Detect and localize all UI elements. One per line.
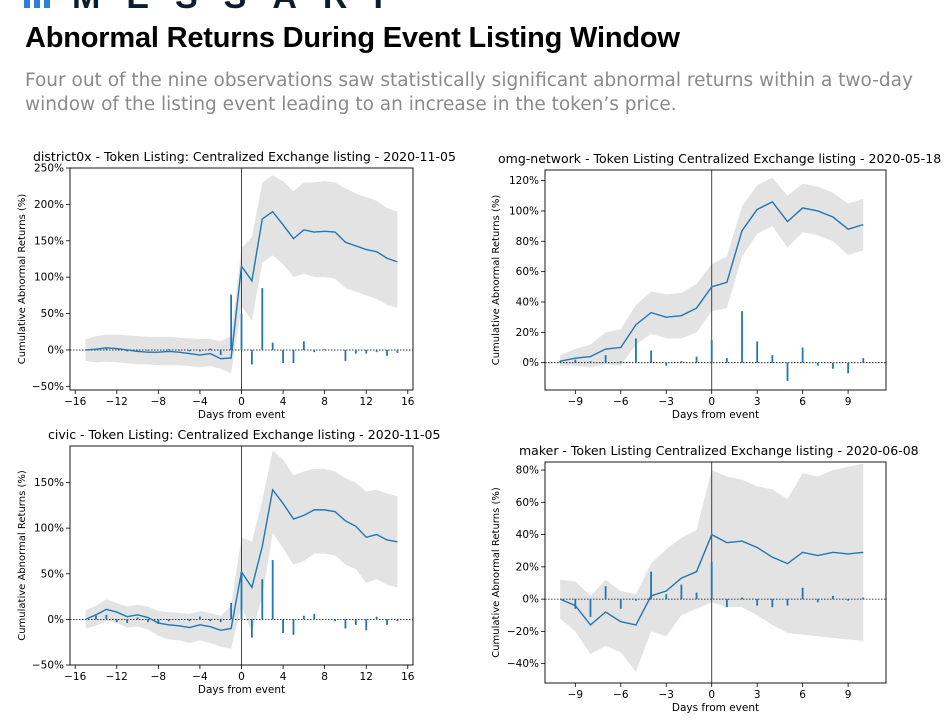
x-tick-label: 16 — [401, 396, 415, 408]
x-tick-label: 8 — [321, 396, 328, 408]
x-tick-label: 3 — [754, 396, 761, 408]
cumulative-return-line — [85, 488, 398, 632]
y-tick-label: 200% — [34, 199, 64, 211]
page-subtitle: Four out of the nine observations saw st… — [25, 70, 913, 115]
y-tick-label: 100% — [34, 523, 64, 535]
y-tick-label: 80% — [516, 465, 539, 477]
y-axis-label: Cumulative Abnormal Returns (%) — [17, 470, 28, 641]
x-tick-label: −6 — [613, 396, 629, 408]
chart-civic: civic - Token Listing: Centralized Excha… — [17, 427, 440, 696]
x-tick-label: −16 — [64, 671, 86, 683]
x-axis-label: Days from event — [198, 684, 285, 696]
brand-name: MESSARI — [72, 0, 409, 17]
y-tick-label: 0% — [47, 614, 64, 626]
y-tick-label: −50% — [32, 660, 64, 672]
x-tick-label: −9 — [568, 689, 583, 701]
chart-title: maker - Token Listing Centralized Exchan… — [519, 443, 919, 458]
x-tick-label: 3 — [754, 689, 761, 701]
y-tick-label: 50% — [41, 568, 64, 580]
x-tick-label: −12 — [106, 671, 128, 683]
y-tick-label: 60% — [516, 266, 539, 278]
y-axis-label: Cumulative Abnormal Returns (%) — [491, 195, 502, 366]
x-tick-label: −3 — [659, 396, 674, 408]
x-tick-label: 4 — [280, 396, 287, 408]
y-tick-label: 150% — [34, 235, 64, 247]
cumulative-return-line — [559, 533, 864, 626]
x-tick-label: 16 — [401, 671, 415, 683]
x-axis-label: Days from event — [672, 409, 759, 421]
x-tick-label: 12 — [360, 396, 373, 408]
plot-frame — [544, 461, 887, 684]
y-tick-label: −20% — [507, 626, 539, 638]
y-tick-label: −40% — [507, 658, 539, 670]
x-tick-label: −3 — [659, 689, 674, 701]
x-tick-label: 0 — [238, 396, 245, 408]
x-tick-label: 12 — [360, 671, 373, 683]
x-tick-label: 8 — [321, 671, 328, 683]
x-tick-label: 6 — [799, 689, 806, 701]
y-tick-label: −50% — [32, 381, 64, 393]
y-tick-label: 20% — [516, 327, 539, 339]
logo-mark-icon — [24, 0, 50, 8]
chart-title: civic - Token Listing: Centralized Excha… — [48, 427, 440, 442]
chart-maker: maker - Token Listing Centralized Exchan… — [491, 443, 919, 714]
x-tick-label: 4 — [280, 671, 287, 683]
x-axis-label: Days from event — [672, 702, 759, 714]
x-tick-label: 0 — [708, 396, 715, 408]
chart-district0x: district0x - Token Listing: Centralized … — [17, 149, 456, 421]
page-title: Abnormal Returns During Event Listing Wi… — [25, 22, 680, 54]
y-axis-label: Cumulative Abnormal Returns (%) — [17, 194, 28, 365]
plot-frame — [544, 169, 887, 391]
x-tick-label: 9 — [845, 396, 852, 408]
x-tick-label: −9 — [568, 396, 583, 408]
y-tick-label: 80% — [516, 236, 539, 248]
y-tick-label: 0% — [47, 344, 64, 356]
x-tick-label: 0 — [708, 689, 715, 701]
y-axis-label: Cumulative Abnormal Returns (%) — [491, 487, 502, 658]
x-tick-label: −4 — [192, 671, 208, 683]
x-tick-label: −16 — [64, 396, 86, 408]
y-tick-label: 40% — [516, 529, 539, 541]
y-tick-label: 60% — [516, 497, 539, 509]
y-tick-label: 50% — [41, 308, 64, 320]
chart-omg-network: omg-network - Token Listing Centralized … — [491, 151, 941, 421]
x-tick-label: −12 — [106, 396, 128, 408]
y-tick-label: 100% — [34, 272, 64, 284]
x-tick-label: −8 — [151, 396, 166, 408]
y-tick-label: 150% — [34, 477, 64, 489]
y-tick-label: 120% — [509, 175, 539, 187]
y-tick-label: 0% — [522, 357, 539, 369]
y-tick-label: 250% — [34, 163, 64, 175]
y-tick-label: 0% — [522, 594, 539, 606]
x-tick-label: −6 — [613, 689, 629, 701]
cumulative-return-line — [85, 210, 398, 360]
x-tick-label: 6 — [799, 396, 806, 408]
x-tick-label: −8 — [151, 671, 166, 683]
chart-title: omg-network - Token Listing Centralized … — [498, 151, 941, 166]
y-tick-label: 100% — [509, 205, 539, 217]
x-tick-label: 9 — [845, 689, 852, 701]
x-tick-label: −4 — [192, 396, 208, 408]
y-tick-label: 20% — [516, 561, 539, 573]
x-axis-label: Days from event — [198, 409, 285, 421]
y-tick-label: 40% — [516, 297, 539, 309]
x-tick-label: 0 — [238, 671, 245, 683]
chart-title: district0x - Token Listing: Centralized … — [33, 149, 456, 164]
cumulative-return-line — [560, 200, 864, 362]
